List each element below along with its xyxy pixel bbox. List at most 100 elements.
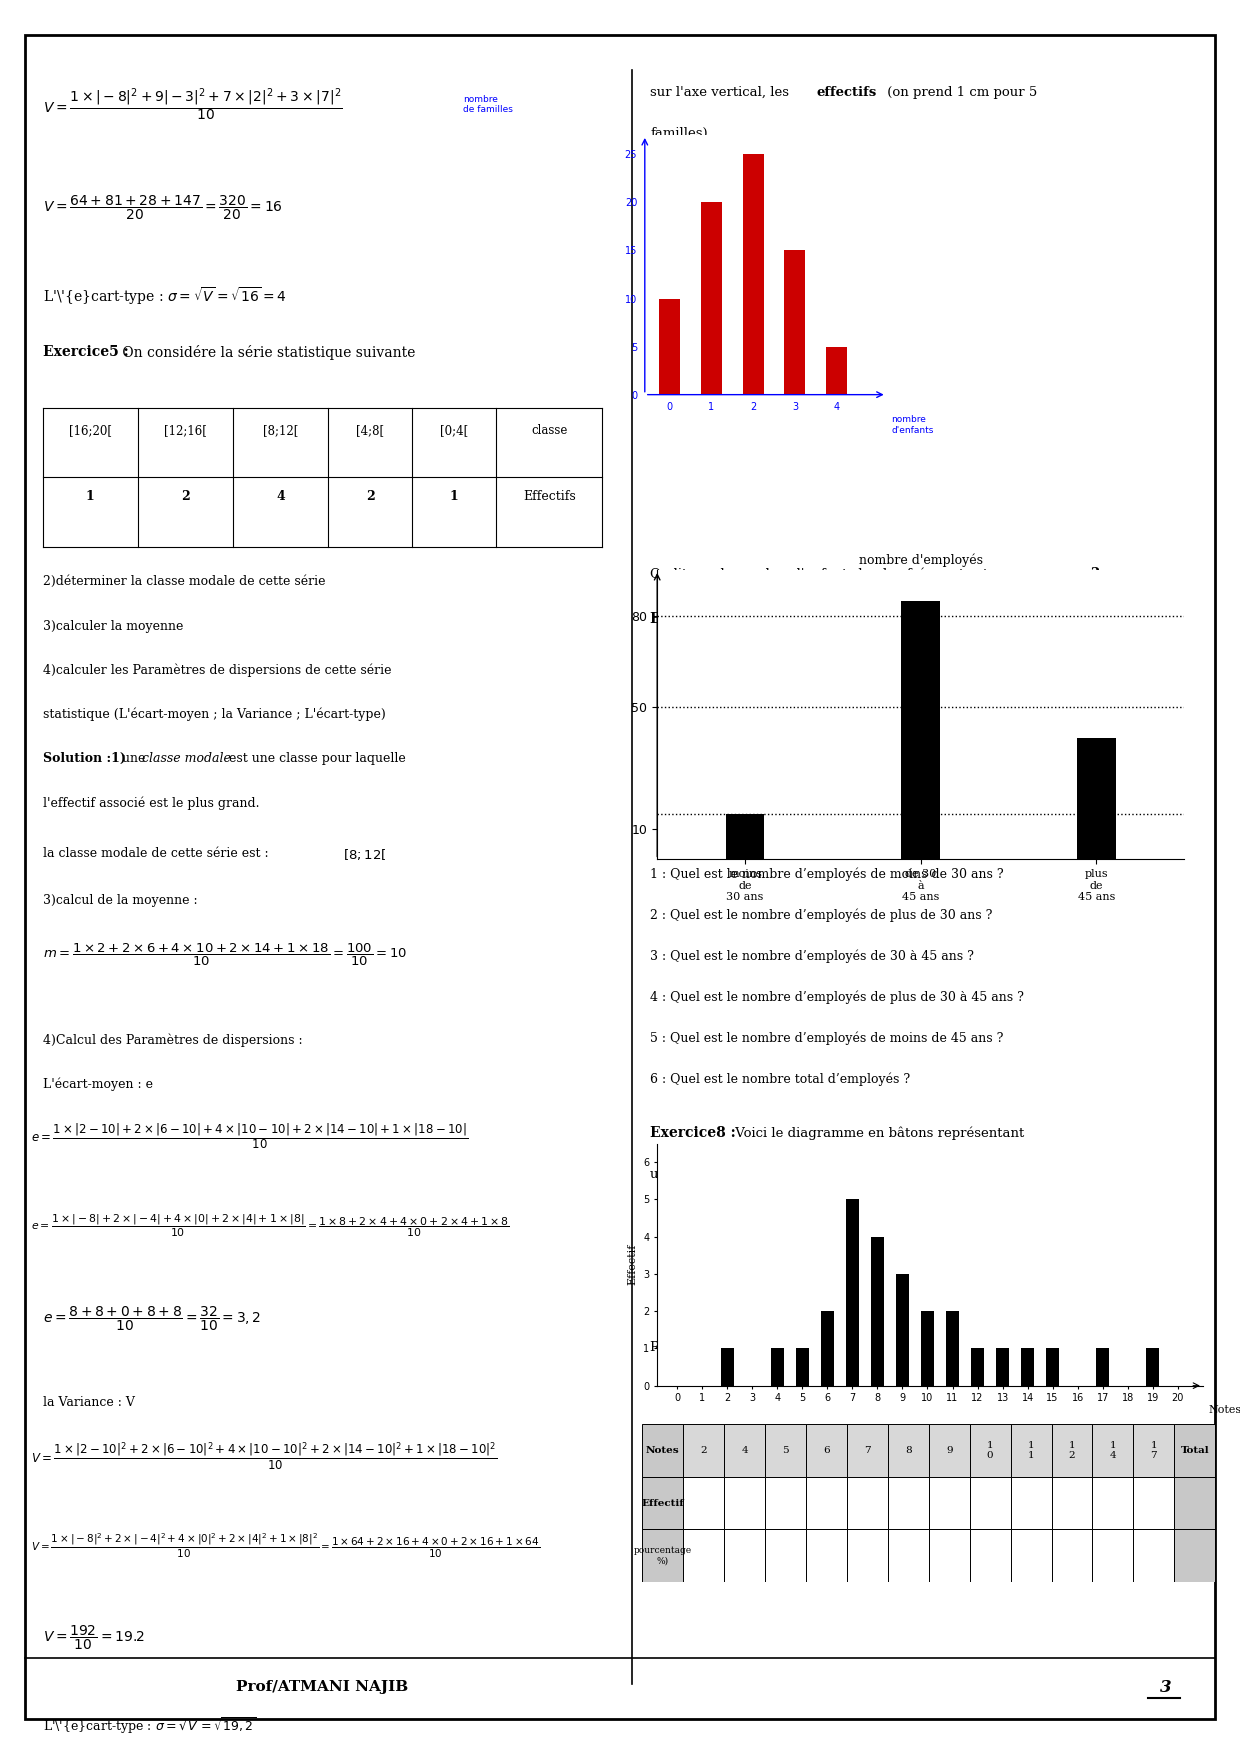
Text: $[8;12[$: $[8;12[$ <box>343 847 387 861</box>
Text: 1
1: 1 1 <box>1028 1440 1034 1461</box>
Text: $m =\dfrac{1\times2+2\times6+4\times10+2\times14+1\times18}{10}=\dfrac{100}{10}=: $m =\dfrac{1\times2+2\times6+4\times10+2… <box>42 942 407 968</box>
Bar <box>847 1424 888 1477</box>
Text: Effectif: Effectif <box>641 1498 684 1508</box>
Text: 4 : Quel est le nombre d’employés de plus de 30 à 45 ans ?: 4 : Quel est le nombre d’employés de plu… <box>650 991 1024 1003</box>
Text: sur l'axe vertical, les: sur l'axe vertical, les <box>650 86 794 98</box>
Bar <box>683 1529 724 1582</box>
Text: familles).: familles). <box>650 126 712 140</box>
Bar <box>826 347 847 395</box>
Text: la classe modale de cette série est :: la classe modale de cette série est : <box>42 847 273 859</box>
Text: 6 : Quel est le nombre total d’employés ?: 6 : Quel est le nombre total d’employés … <box>650 1072 910 1086</box>
Text: nombre
d'enfants: nombre d'enfants <box>892 416 934 435</box>
Bar <box>970 1529 1011 1582</box>
Text: $V =\dfrac{64+81+28+147}{20}=\dfrac{320}{20}=16$: $V =\dfrac{64+81+28+147}{20}=\dfrac{320}… <box>42 193 283 221</box>
Text: 1
7: 1 7 <box>1151 1440 1157 1461</box>
Text: [0;4[: [0;4[ <box>440 424 469 437</box>
Y-axis label: Effectif: Effectif <box>627 1244 637 1286</box>
Text: $e =\dfrac{1\times|-8|+2\times|-4|+4\times|0|+2\times|4|+1\times|8|}{10}=\dfrac{: $e =\dfrac{1\times|-8|+2\times|-4|+4\tim… <box>31 1214 510 1240</box>
Text: une: une <box>118 752 150 765</box>
Bar <box>897 1273 909 1386</box>
Text: Prof/ATMANI NAJIB: Prof/ATMANI NAJIB <box>237 1680 408 1694</box>
Text: Effectifs: Effectifs <box>523 489 575 503</box>
Text: 4: 4 <box>742 1445 748 1456</box>
Bar <box>724 1477 765 1529</box>
Text: 4)calculer les Paramètres de dispersions de cette série: 4)calculer les Paramètres de dispersions… <box>42 663 392 677</box>
Bar <box>1174 1529 1215 1582</box>
Text: 3: 3 <box>1159 1679 1172 1696</box>
Text: 3)calculer la moyenne: 3)calculer la moyenne <box>42 619 184 633</box>
Text: Exercice8 :: Exercice8 : <box>650 1126 737 1140</box>
Text: 1
2: 1 2 <box>1069 1440 1075 1461</box>
Text: L'\'{e}cart-type : $\sigma=\sqrt{V}=\sqrt{16}=4$: L'\'{e}cart-type : $\sigma=\sqrt{V}=\sqr… <box>42 284 286 307</box>
Text: 2)déterminer la classe modale de cette série: 2)déterminer la classe modale de cette s… <box>42 575 325 588</box>
Bar <box>1092 1477 1133 1529</box>
Bar <box>806 1529 847 1582</box>
Bar <box>1078 738 1116 859</box>
Bar <box>1011 1477 1052 1529</box>
Bar <box>1133 1477 1174 1529</box>
Text: On lit que le nombre d'enfants le plus fréquent est: On lit que le nombre d'enfants le plus f… <box>650 567 993 581</box>
Bar <box>847 1477 888 1529</box>
Bar <box>1022 1349 1034 1386</box>
Text: Recopiez et complétez le tableau suivant :: Recopiez et complétez le tableau suivant… <box>650 1340 932 1354</box>
Bar <box>888 1424 929 1477</box>
Bar <box>765 1424 806 1477</box>
Text: soit le Diagramme en bâtons suivant :: soit le Diagramme en bâtons suivant : <box>730 612 988 624</box>
Text: On considére la série statistique suivante: On considére la série statistique suivan… <box>118 346 415 360</box>
Bar <box>872 1237 884 1386</box>
Text: (on prend 1 cm pour 5: (on prend 1 cm pour 5 <box>883 86 1038 98</box>
Bar <box>642 1424 683 1477</box>
Text: [4;8[: [4;8[ <box>356 424 384 437</box>
Bar <box>929 1529 970 1582</box>
Bar <box>946 1312 959 1386</box>
Text: est une classe pour laquelle: est une classe pour laquelle <box>226 752 407 765</box>
Bar <box>970 1477 1011 1529</box>
Bar <box>970 1424 1011 1477</box>
Bar <box>888 1529 929 1582</box>
Text: classe modale: classe modale <box>141 752 231 765</box>
Text: $e =\dfrac{8+8+0+8+8}{10}=\dfrac{32}{10}=3,2$: $e =\dfrac{8+8+0+8+8}{10}=\dfrac{32}{10}… <box>42 1305 262 1333</box>
Text: statistique (L'écart-moyen ; la Variance ; L'écart-type): statistique (L'écart-moyen ; la Variance… <box>42 709 386 721</box>
Text: 3)calcul de la moyenne :: 3)calcul de la moyenne : <box>42 895 197 907</box>
Text: 9: 9 <box>946 1445 952 1456</box>
Text: pourcentage
%): pourcentage %) <box>634 1545 692 1566</box>
Bar <box>921 1312 934 1386</box>
Text: Solution :: Solution : <box>650 1510 725 1524</box>
Bar <box>1096 1349 1109 1386</box>
Bar <box>1092 1529 1133 1582</box>
Bar <box>1174 1477 1215 1529</box>
Text: 4: 4 <box>277 489 285 503</box>
Bar <box>888 1477 929 1529</box>
Bar <box>929 1424 970 1477</box>
Bar <box>771 1349 784 1386</box>
Bar <box>725 814 764 859</box>
Text: $V =\dfrac{1\times|-8|^2+2\times|-4|^2+4\times|0|^2+2\times|4|^2+1\times|8|^2}{1: $V =\dfrac{1\times|-8|^2+2\times|-4|^2+4… <box>31 1531 541 1559</box>
Text: classe: classe <box>531 424 568 437</box>
Bar <box>724 1424 765 1477</box>
Text: 2 : Quel est le nombre d’employés de plus de 30 ans ?: 2 : Quel est le nombre d’employés de plu… <box>650 909 993 923</box>
Text: 2: 2 <box>701 1445 707 1456</box>
Text: Solution :1): Solution :1) <box>42 752 125 765</box>
Text: 1
0: 1 0 <box>987 1440 993 1461</box>
Bar <box>701 202 722 395</box>
Bar <box>1133 1424 1174 1477</box>
Text: 3 : Quel est le nombre d’employés de 30 à 45 ans ?: 3 : Quel est le nombre d’employés de 30 … <box>650 949 975 963</box>
Bar <box>642 1529 683 1582</box>
Bar <box>846 1200 858 1386</box>
Bar <box>996 1349 1009 1386</box>
Text: $e =\dfrac{1\times|2-10|+2\times|6-10|+4\times|10-10|+2\times|14-10|+1\times|18-: $e =\dfrac{1\times|2-10|+2\times|6-10|+4… <box>31 1121 469 1151</box>
Text: 1: 1 <box>86 489 94 503</box>
Text: Notes: Notes <box>1208 1405 1240 1415</box>
Bar <box>720 1349 734 1386</box>
Text: 7: 7 <box>864 1445 870 1456</box>
Bar <box>1052 1477 1092 1529</box>
Bar <box>683 1424 724 1477</box>
Text: 5: 5 <box>782 1445 789 1456</box>
Text: 2: 2 <box>1090 567 1100 581</box>
Bar <box>1047 1349 1059 1386</box>
Text: 2: 2 <box>366 489 374 503</box>
Bar <box>929 1477 970 1529</box>
Bar <box>1092 1424 1133 1477</box>
Bar <box>683 1477 724 1529</box>
Bar <box>971 1349 983 1386</box>
